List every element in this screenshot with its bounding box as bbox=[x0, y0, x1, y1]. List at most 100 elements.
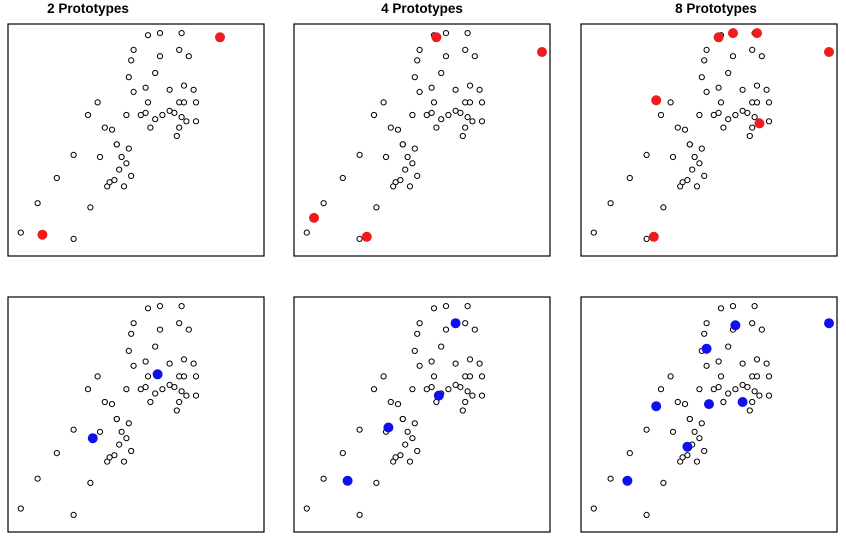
data-point bbox=[744, 384, 751, 391]
data-point bbox=[125, 145, 132, 152]
data-point bbox=[478, 118, 486, 125]
data-point bbox=[171, 109, 178, 117]
data-point bbox=[123, 386, 130, 393]
data-point bbox=[674, 124, 681, 131]
data-point bbox=[657, 111, 665, 119]
data-point bbox=[123, 435, 130, 442]
data-point bbox=[476, 86, 483, 93]
data-point bbox=[176, 46, 183, 54]
data-point bbox=[380, 99, 387, 106]
data-point bbox=[96, 428, 104, 435]
data-point bbox=[183, 392, 190, 399]
panel-frame bbox=[7, 23, 265, 257]
data-point bbox=[356, 511, 363, 519]
panel-2-prototypes: 2 Prototypes bbox=[7, 1, 265, 257]
data-point bbox=[478, 99, 486, 106]
data-point bbox=[192, 118, 200, 125]
data-point bbox=[445, 111, 452, 119]
data-points bbox=[590, 29, 773, 242]
data-point bbox=[471, 326, 478, 333]
data-point bbox=[185, 53, 192, 60]
data-point bbox=[414, 57, 421, 64]
data-point bbox=[471, 53, 478, 60]
data-point bbox=[303, 229, 310, 236]
data-point bbox=[466, 82, 474, 89]
data-point bbox=[116, 441, 123, 448]
prototype-point bbox=[824, 47, 834, 57]
panel-frame bbox=[293, 23, 551, 257]
prototype-point bbox=[824, 318, 834, 329]
data-point bbox=[476, 360, 483, 367]
data-point bbox=[380, 373, 387, 380]
data-point bbox=[698, 74, 705, 81]
data-point bbox=[404, 153, 411, 161]
data-point bbox=[156, 29, 164, 37]
data-point bbox=[756, 392, 763, 399]
data-point bbox=[394, 126, 402, 133]
data-point bbox=[192, 373, 200, 380]
data-point bbox=[111, 452, 118, 459]
data-point bbox=[414, 447, 421, 455]
data-point bbox=[430, 305, 438, 312]
prototype-point bbox=[752, 28, 762, 39]
data-point bbox=[457, 109, 464, 117]
data-point bbox=[698, 145, 705, 152]
data-point bbox=[667, 99, 674, 106]
data-point bbox=[411, 145, 418, 152]
data-point bbox=[464, 303, 471, 310]
data-point bbox=[701, 172, 708, 179]
data-point bbox=[120, 183, 128, 190]
data-point bbox=[681, 401, 689, 408]
data-point bbox=[176, 320, 183, 327]
data-point bbox=[452, 86, 459, 93]
data-point bbox=[387, 124, 394, 131]
data-point bbox=[466, 356, 474, 363]
prototypes bbox=[622, 318, 834, 486]
data-point bbox=[156, 53, 164, 60]
data-point bbox=[669, 428, 677, 435]
data-point bbox=[430, 99, 438, 106]
data-point bbox=[751, 388, 758, 395]
prototype-point bbox=[737, 397, 748, 407]
data-point bbox=[739, 381, 746, 388]
data-point bbox=[438, 69, 445, 77]
data-point bbox=[703, 362, 710, 369]
data-point bbox=[720, 398, 727, 406]
data-point bbox=[691, 428, 698, 435]
data-point bbox=[123, 160, 130, 167]
data-point bbox=[715, 84, 722, 91]
data-point bbox=[17, 505, 24, 512]
data-point bbox=[438, 343, 445, 350]
panel-frame bbox=[7, 296, 265, 533]
data-point bbox=[765, 99, 773, 106]
data-point bbox=[590, 505, 597, 512]
data-point bbox=[84, 386, 92, 393]
data-point bbox=[94, 99, 101, 106]
panel-title: 4 Prototypes bbox=[381, 1, 463, 16]
prototype-point bbox=[701, 343, 712, 354]
panel-8-prototypes: 8 Prototypes bbox=[580, 1, 838, 257]
data-point bbox=[684, 452, 691, 459]
data-point bbox=[173, 132, 180, 140]
data-point bbox=[657, 386, 665, 393]
panel-bottom-right bbox=[580, 296, 838, 533]
data-point bbox=[142, 358, 149, 365]
panel-bottom-left bbox=[7, 296, 265, 533]
panel-frame bbox=[293, 296, 551, 533]
data-point bbox=[152, 390, 159, 397]
data-point bbox=[669, 153, 677, 161]
data-point bbox=[356, 426, 363, 433]
data-point bbox=[428, 109, 435, 117]
data-point bbox=[590, 229, 597, 236]
data-point bbox=[732, 386, 739, 393]
data-point bbox=[94, 373, 101, 380]
data-point bbox=[303, 505, 310, 512]
prototype-point bbox=[651, 95, 662, 106]
data-point bbox=[339, 450, 346, 457]
data-point bbox=[693, 183, 701, 190]
data-point bbox=[320, 475, 327, 482]
prototype-point bbox=[450, 318, 461, 329]
data-point bbox=[111, 177, 118, 184]
data-point bbox=[387, 398, 394, 406]
